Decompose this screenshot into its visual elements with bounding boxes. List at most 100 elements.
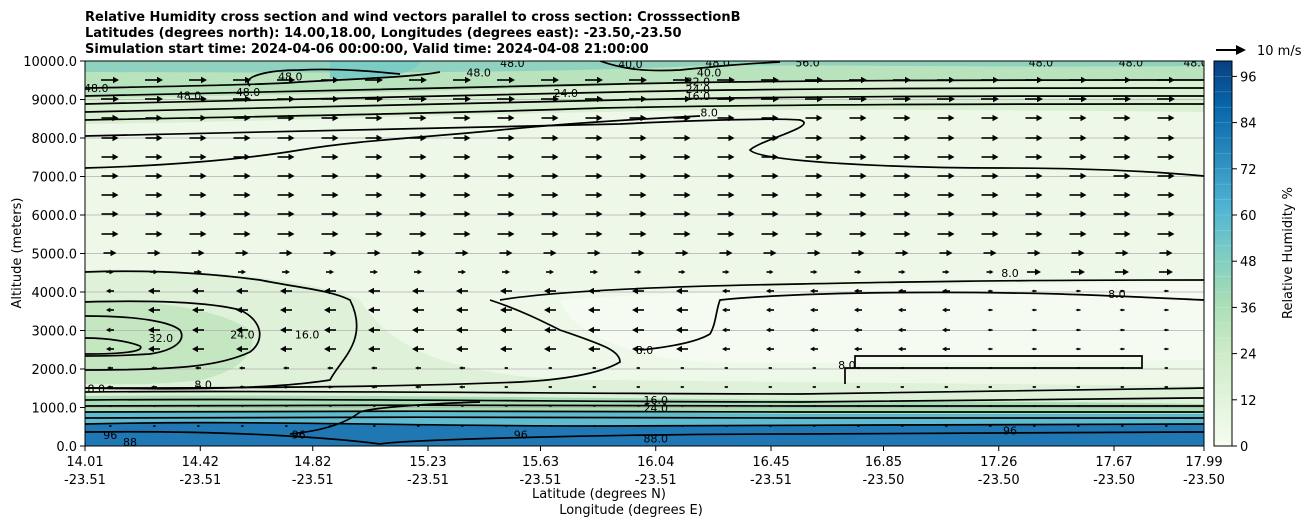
wind-arrow-head [676,287,682,295]
wind-arrow-head [1164,385,1167,389]
contour-label: 56.0 [795,57,820,70]
wind-arrow-head [152,425,155,427]
wind-arrow-head [192,287,198,295]
wind-arrow-head [856,405,859,407]
wind-arrow-head [548,425,551,427]
wind-arrow-head [854,288,859,294]
contour-label: 8.0 [1001,267,1019,280]
wind-arrow-head [1124,134,1131,142]
colorbar-tick-label: 60 [1240,209,1257,224]
wind-arrow-head [548,385,551,389]
wind-arrow-head [810,346,815,352]
wind-arrow-head [768,366,771,370]
wind-arrow-head [552,191,559,199]
wind-arrow-head [460,405,463,407]
wind-arrow-head [768,425,771,427]
wind-arrow-head [106,307,111,313]
wind-arrow-head [680,385,683,389]
x-tick-label-lat: 17.26 [980,455,1017,470]
wind-arrow-head [156,191,163,199]
wind-arrow-head [368,345,374,353]
wind-arrow-head [592,425,595,427]
wind-arrow-head [861,76,867,84]
wind-arrow-head [148,287,154,295]
x-tick-label-lat: 16.85 [865,455,902,470]
contour-label: 48.0 [705,57,730,70]
wind-arrow-head [200,191,207,199]
x-axis-label: Latitude (degrees N) [532,487,666,502]
wind-arrow-head [1036,210,1043,218]
wind-arrow-head [990,249,997,257]
contour-label: 8.0 [838,359,856,372]
wind-arrow-head [153,269,158,275]
wind-arrow-head [156,172,163,180]
wind-arrow-head [904,191,911,199]
wind-arrow-head [1124,172,1131,180]
wind-arrow-head [200,153,207,161]
contour-label: 32.0 [686,75,711,88]
wind-arrow-head [505,269,510,275]
quiver-key-arrowhead [1236,45,1246,55]
wind-arrow-head [942,288,947,294]
colorbar-ticks: 0 12 24 36 48 60 72 84 96 [1232,70,1257,455]
wind-arrow-head [109,269,114,275]
wind-arrow-head [456,326,462,334]
wind-arrow-head [420,172,427,180]
wind-arrow-head [987,289,991,293]
contour-line [85,118,1204,177]
wind-arrow-head [1119,328,1123,332]
wind-arrow-head [905,76,911,84]
wind-arrow-head [509,76,515,84]
contour-label: 32.0 [149,332,174,345]
wind-arrow-head [462,249,469,257]
wind-arrow-head [594,249,601,257]
wind-arrow-head [552,134,559,142]
contour-label: 40.0 [697,67,722,80]
wind-arrow-head [1075,347,1079,351]
contour-label: 48.0 [1119,57,1144,70]
wind-arrow-head [1031,328,1035,332]
wind-arrow-head [638,249,645,257]
wind-arrow-head [552,153,559,161]
contour-label: 96 [514,428,528,441]
wind-arrow-head [816,134,823,142]
wind-arrow-head [504,405,507,407]
wind-arrow-head [676,306,682,314]
wind-arrow-head [550,249,557,257]
wind-arrow-head [553,95,559,103]
wind-arrow-head [766,346,771,352]
wind-arrow-head [817,95,823,103]
wind-arrow-head [684,191,691,199]
wind-arrow-head [904,114,911,122]
wind-arrow-head [632,287,638,295]
wind-arrow-head [508,172,515,180]
wind-arrow-head [1120,405,1123,407]
wind-arrow-head [284,405,287,407]
wind-arrow-head [1076,405,1079,407]
colorbar-tick-label: 24 [1240,348,1257,363]
wind-arrow-head [676,345,682,353]
wind-arrow-head [376,191,383,199]
wind-arrow-head [1031,289,1035,293]
wind-arrow-head [1163,308,1167,312]
wind-arrow-head [280,306,286,314]
contour-label: 88.0 [643,432,668,445]
wind-arrow-head [640,210,647,218]
colorbar-tick-label: 36 [1240,301,1257,316]
wind-arrow-head [106,288,111,294]
wind-arrow-head [596,210,603,218]
wind-arrow-head [508,230,515,238]
wind-arrow-head [464,191,471,199]
wind-arrow-head [289,95,295,103]
wind-arrow-head [640,114,647,122]
wind-arrow-head [944,385,947,389]
contour-label: 48.0 [278,70,303,83]
wind-arrow-head [240,405,243,407]
wind-arrow-head [197,269,202,275]
wind-arrow-head [1078,249,1085,257]
x-tick-label-lat: 17.99 [1185,455,1222,470]
wind-arrow-head [504,425,507,427]
contour-label: 48.0 [177,90,202,103]
contour-label: 48.0 [500,57,525,70]
wind-arrow-head [636,425,639,427]
